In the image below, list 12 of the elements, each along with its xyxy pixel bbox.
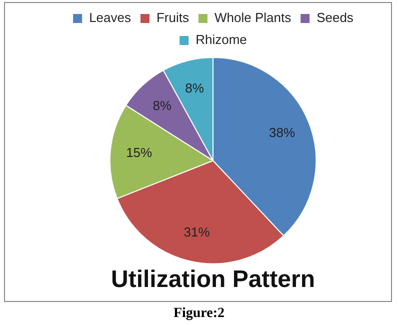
legend-label: Leaves <box>89 10 132 26</box>
legend-label: Rhizome <box>196 32 247 48</box>
legend-label: Fruits <box>156 10 190 26</box>
data-label: 31% <box>184 224 210 240</box>
text: Utilization Pattern <box>110 266 316 294</box>
legend-label: Seeds <box>316 10 354 26</box>
legend-label: Whole Plants <box>214 10 292 26</box>
data-label: 15% <box>126 145 153 160</box>
data-label: 8% <box>185 80 204 96</box>
data-label: 8% <box>152 98 172 114</box>
text: Figure:2 <box>172 306 226 322</box>
data-label: 38% <box>269 124 296 140</box>
